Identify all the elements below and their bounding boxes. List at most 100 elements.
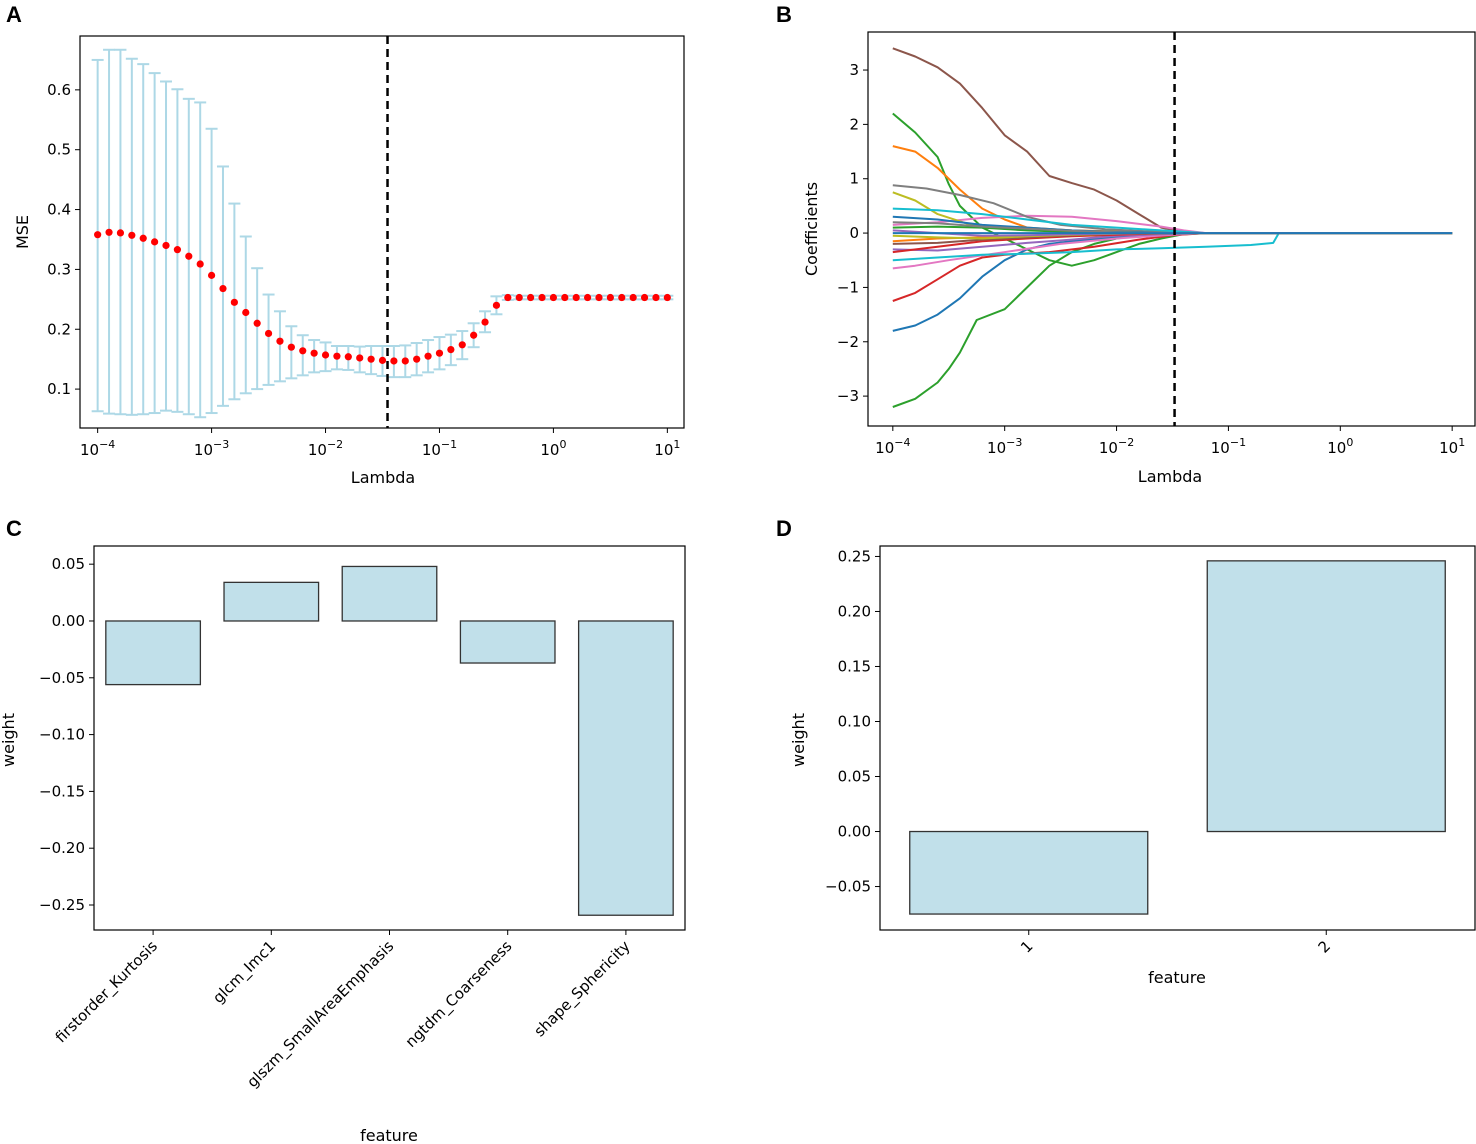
mse-point — [527, 293, 535, 302]
mse-point — [492, 301, 501, 309]
y-tick-label: 0.2 — [47, 320, 71, 338]
panel-a-marks — [91, 36, 674, 428]
mse-point — [447, 346, 455, 354]
bar-glszm_SmallAreaEmphasis — [341, 565, 438, 622]
bar-ngtdm_Coarseness — [459, 620, 556, 664]
mse-point — [481, 318, 489, 326]
mse-point — [378, 356, 387, 364]
panel-b-plot-frame — [867, 31, 1476, 427]
mse-point — [663, 293, 671, 302]
mse-point — [640, 293, 649, 302]
panel-b-xlabel: Lambda — [1138, 467, 1202, 486]
mse-point — [321, 351, 330, 359]
y-tick-label: 0.00 — [838, 823, 871, 841]
mse-point — [595, 293, 603, 302]
mse-point — [367, 355, 375, 363]
mse-point — [128, 231, 136, 239]
x-tick-label: 100 — [540, 438, 566, 459]
mse-point — [549, 293, 558, 302]
y-tick-label: 0.6 — [47, 81, 71, 99]
x-tick-label: 10−2 — [308, 438, 343, 459]
x-tick-label: 101 — [654, 438, 680, 459]
mse-point — [470, 331, 478, 339]
panel-label-a: A — [6, 2, 22, 27]
mse-point — [606, 293, 614, 302]
mse-point — [151, 238, 159, 246]
y-tick-label: 0.1 — [47, 380, 71, 398]
y-tick-label: 0.25 — [838, 547, 871, 565]
panel-c-marks — [105, 565, 674, 916]
mse-point — [356, 354, 364, 362]
mse-point — [572, 293, 580, 302]
y-tick-label: 0.4 — [47, 201, 71, 219]
x-tick-label: 10−1 — [1211, 436, 1246, 457]
mse-point — [299, 347, 307, 355]
panel-d-marks — [909, 560, 1446, 915]
mse-point — [424, 352, 432, 360]
panel-a-ylabel: MSE — [13, 215, 32, 249]
panel-a-xlabel: Lambda — [351, 468, 415, 487]
mse-point — [618, 293, 626, 302]
bar-2 — [1206, 560, 1446, 833]
panel-c-xlabel: feature — [360, 1126, 418, 1144]
y-tick-label: −0.05 — [825, 878, 871, 896]
y-tick-label: 0.5 — [47, 141, 71, 159]
panel-d-xlabel: feature — [1148, 968, 1206, 987]
panel-b-ylabel: Coefficients — [802, 182, 821, 276]
mse-point — [583, 293, 592, 302]
bar-shape_Sphericity — [577, 620, 674, 916]
panel-a-ticks: 10−4 10−3 10−2 10−1 100 101 0.1 0.2 0.3 0.4 0.5 0.6 — [47, 81, 680, 459]
x-tick-label: 10−4 — [80, 438, 115, 459]
y-tick-label: −0.20 — [39, 839, 85, 857]
mse-point — [253, 319, 261, 327]
mse-point — [94, 231, 102, 239]
bar-glcm_Imc1 — [223, 581, 320, 622]
mse-point — [207, 271, 216, 279]
y-tick-label: 2 — [849, 115, 859, 133]
bar-firstorder_Kurtosis — [105, 620, 202, 686]
y-tick-label: 0.15 — [838, 657, 871, 675]
mse-point — [242, 308, 250, 317]
y-tick-label: 3 — [849, 61, 859, 79]
mse-point — [162, 241, 170, 250]
mse-point — [413, 355, 421, 363]
x-tick-label: 10−3 — [194, 438, 229, 459]
coefficient-path-brown — [892, 47, 1453, 235]
y-tick-label: 0.20 — [838, 602, 871, 620]
mse-point — [230, 298, 238, 306]
mse-point — [333, 352, 341, 360]
panel-a-plot-frame — [79, 35, 685, 429]
mse-point — [652, 293, 660, 302]
y-tick-label: −3 — [837, 387, 859, 405]
panel-label-d: D — [776, 516, 792, 541]
panel-d-ylabel: weight — [789, 713, 808, 767]
y-tick-label: 1 — [849, 170, 859, 188]
mse-point — [139, 234, 147, 242]
mse-point — [629, 293, 637, 302]
y-tick-label: 0.05 — [52, 555, 85, 573]
y-tick-label: 0.05 — [838, 768, 871, 786]
y-tick-label: −0.10 — [39, 726, 85, 744]
mse-point — [196, 260, 204, 268]
y-tick-label: 0.3 — [47, 260, 71, 278]
y-tick-label: −1 — [837, 278, 859, 296]
y-tick-label: 0.00 — [52, 612, 85, 630]
y-tick-label: −0.05 — [39, 669, 85, 687]
panel-d: D 1 20.250.200.150.100.050.00−0.05 featur… — [776, 516, 1476, 987]
x-tick-label: 10−3 — [987, 436, 1022, 457]
y-tick-label: −0.25 — [39, 896, 85, 914]
x-tick-label: 101 — [1439, 436, 1465, 457]
mse-point — [538, 293, 546, 302]
x-tick-label: 10−2 — [1099, 436, 1134, 457]
mse-point — [310, 349, 318, 357]
y-tick-label: −0.15 — [39, 782, 85, 800]
panel-b-marks — [892, 32, 1453, 426]
mse-point — [458, 341, 466, 349]
mse-point — [401, 357, 409, 365]
mse-point — [264, 329, 273, 338]
mse-point — [185, 252, 193, 260]
x-tick-label: 10−4 — [875, 436, 910, 457]
